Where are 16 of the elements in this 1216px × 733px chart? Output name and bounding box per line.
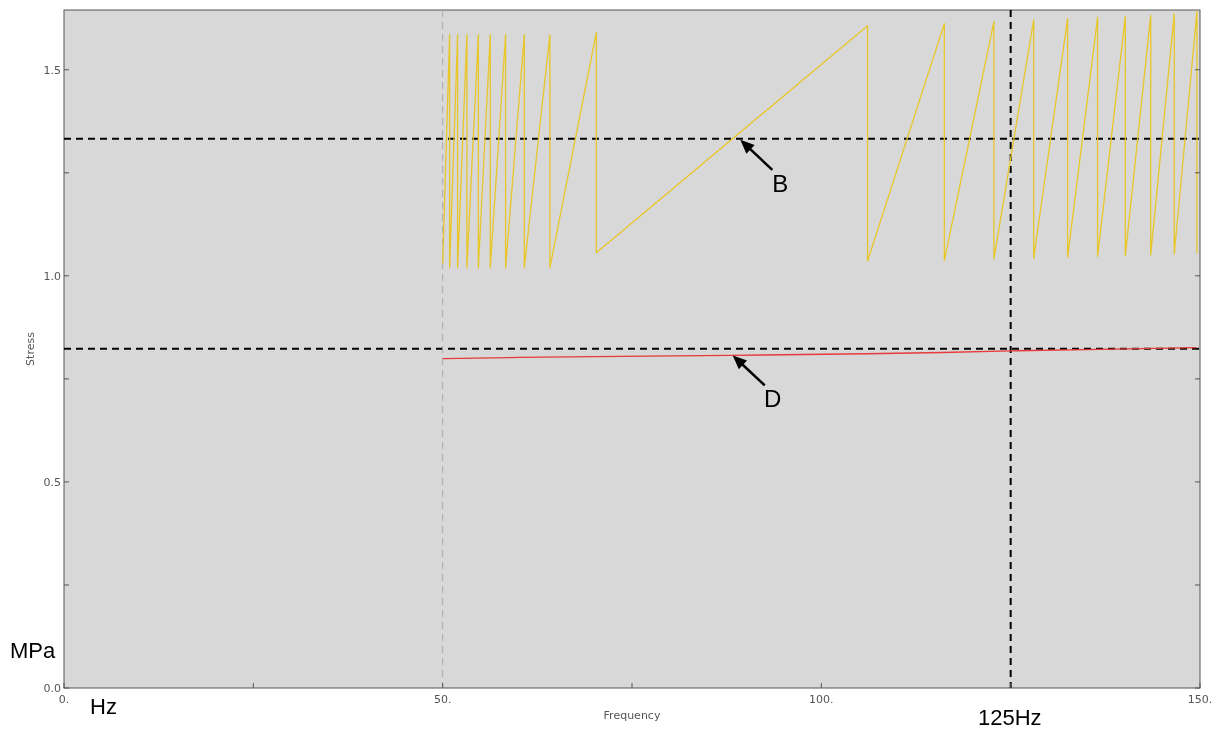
text: 125Hz	[978, 705, 1042, 730]
x-tick-label: 100.	[809, 693, 834, 706]
annotation: B	[772, 169, 789, 197]
text: MPa	[10, 638, 56, 663]
y-axis-title: Stress	[24, 331, 37, 366]
line-series	[442, 10, 1198, 269]
x-tick-label: 0.	[58, 693, 70, 706]
y-tick-label: 1.0	[43, 269, 61, 283]
annotation: D	[764, 385, 782, 413]
y-tick-label: 0.0	[43, 682, 61, 695]
x-axis-title: Frequency	[603, 709, 661, 722]
text: Hz	[90, 694, 117, 719]
x-tick-label: 50.	[433, 693, 452, 706]
x-tick-label: 150.	[1187, 693, 1213, 706]
y-tick-label: 1.5	[43, 63, 61, 77]
y-tick-label: 0.5	[43, 475, 61, 489]
